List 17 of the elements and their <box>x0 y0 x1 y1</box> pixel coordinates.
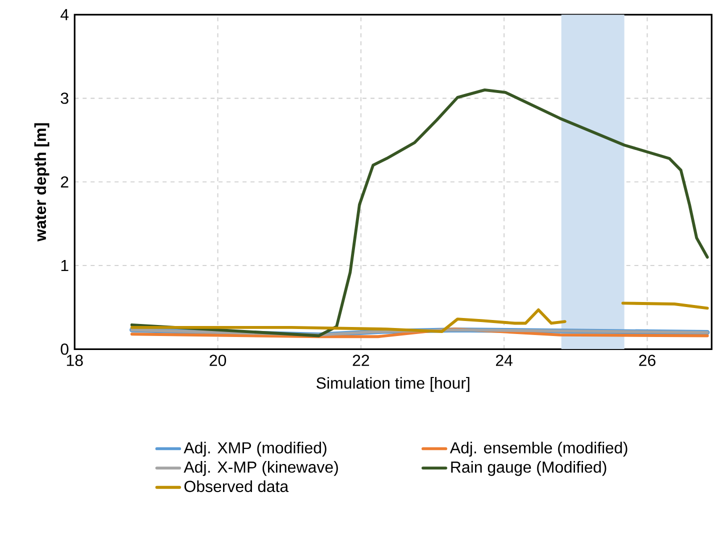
y-tick-label: 4 <box>60 9 69 20</box>
y-tick-label: 3 <box>60 92 68 104</box>
x-tick-label: 26 <box>639 354 656 366</box>
x-axis-title: Simulation time [hour] <box>316 376 470 392</box>
x-tick-label: 24 <box>496 354 513 366</box>
legend-label: Adj. XMP (modified) <box>184 442 326 457</box>
x-tick-label: 22 <box>352 354 370 366</box>
x-tick-label: 18 <box>66 354 83 366</box>
y-tick-label: 1 <box>61 260 68 271</box>
y-tick-label: 2 <box>60 176 68 188</box>
legend-label: Rain gauge (Modified) <box>451 461 606 476</box>
legend-label: Adj. ensemble (modified) <box>450 442 628 457</box>
x-tick-label: 20 <box>210 354 226 366</box>
y-tick-label: 0 <box>60 343 68 355</box>
y-axis-title: water depth [m] <box>34 123 50 242</box>
legend-label: Adj. X-MP (kinewave) <box>184 461 338 476</box>
legend-label: Observed data <box>184 480 289 492</box>
